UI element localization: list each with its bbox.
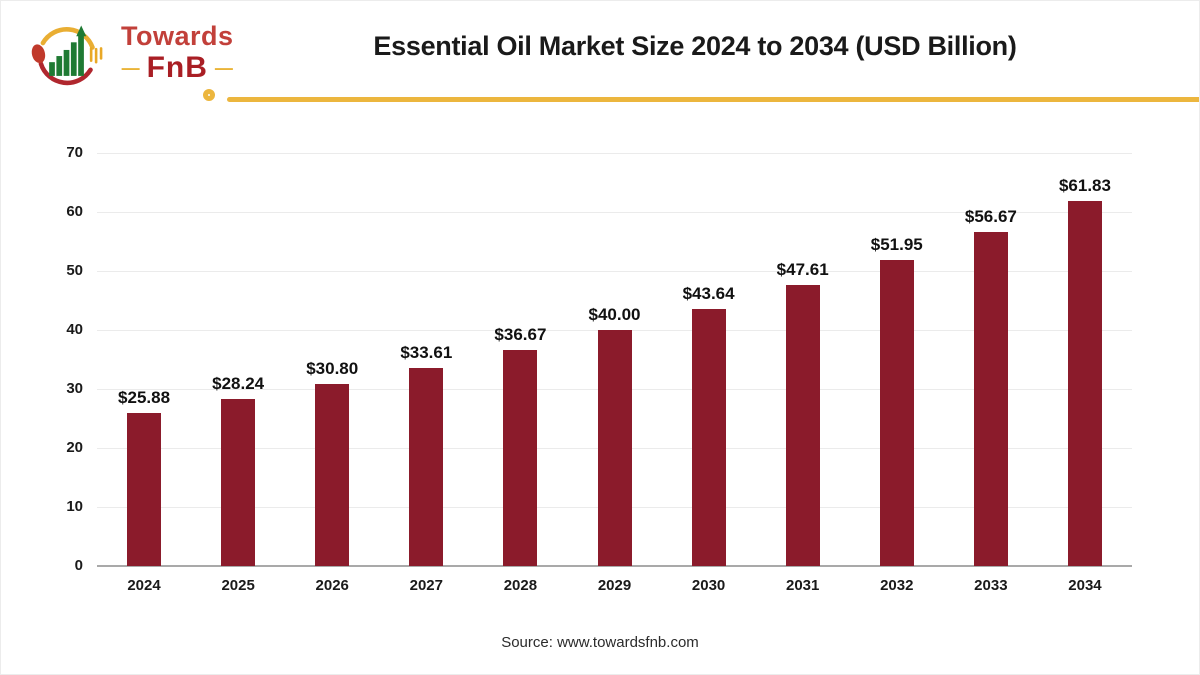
bar-2032 xyxy=(879,259,914,566)
y-axis-tick-label: 50 xyxy=(66,262,83,279)
x-axis-label: 2031 xyxy=(785,577,820,594)
bar-value-label: $61.83 xyxy=(1058,176,1111,196)
gridline xyxy=(97,271,1132,272)
y-axis-tick-label: 10 xyxy=(66,498,83,516)
divider-line xyxy=(203,88,1199,102)
x-axis-label: 2030 xyxy=(691,577,726,594)
y-axis-tick-label: 60 xyxy=(66,203,83,220)
source-text: Source: www.towardsfnb.com xyxy=(501,634,699,651)
bar-value-label: $56.67 xyxy=(964,206,1017,226)
x-axis-label: 2032 xyxy=(880,577,914,594)
bar-2031 xyxy=(785,285,820,566)
x-axis-line xyxy=(97,565,1132,567)
logo-fnb-text: FnB xyxy=(146,51,208,84)
bar-value-label: $43.64 xyxy=(682,283,735,303)
logo-towards-text: Towards xyxy=(121,21,234,51)
towardsfnb-logo: Towards — FnB — xyxy=(27,13,234,93)
x-axis-label: 2024 xyxy=(127,577,161,594)
y-axis-tick-label: 30 xyxy=(66,380,83,397)
x-axis-label: 2025 xyxy=(221,577,255,594)
bar-value-label: $40.00 xyxy=(588,305,641,325)
x-axis-label: 2027 xyxy=(409,577,443,594)
divider-ring-icon xyxy=(203,88,215,101)
y-axis-tick-label: 70 xyxy=(66,144,83,161)
y-axis-tick-label: 40 xyxy=(66,321,83,339)
bar-2030 xyxy=(691,308,726,566)
bar-value-label: $28.24 xyxy=(212,374,265,394)
chart-title: Essential Oil Market Size 2024 to 2034 (… xyxy=(373,31,1017,61)
bar-2029 xyxy=(597,330,632,566)
y-axis-tick-label: 20 xyxy=(66,439,83,457)
y-axis-tick-label: 0 xyxy=(74,557,83,574)
bar-2028 xyxy=(503,349,538,566)
bar-value-label: $25.88 xyxy=(118,388,171,408)
bar-value-label: $33.61 xyxy=(400,342,453,362)
logo-dash-left: — xyxy=(121,58,140,78)
bar-value-label: $30.80 xyxy=(306,359,359,379)
x-axis-label: 2028 xyxy=(503,577,538,594)
x-axis-label: 2034 xyxy=(1068,577,1102,594)
x-axis-label: 2026 xyxy=(315,577,349,594)
bar-2033 xyxy=(973,231,1008,566)
plot-area: 0 10 20 30 40 50 60 70 $25.88 2024 $28.24 2025 $30.8… xyxy=(66,144,1132,594)
bar-value-label: $47.61 xyxy=(776,260,829,280)
towardsfnb-logo-mark-icon xyxy=(31,25,103,86)
bar-2027 xyxy=(409,367,444,566)
logo-text: Towards — FnB — xyxy=(121,23,234,83)
gridline xyxy=(97,153,1132,154)
bar-value-label: $51.95 xyxy=(870,234,923,254)
x-axis-label: 2029 xyxy=(597,577,632,594)
logo-dash-right: — xyxy=(214,58,233,78)
bar-2025 xyxy=(221,399,256,566)
bar-2034 xyxy=(1067,201,1102,566)
x-axis-label: 2033 xyxy=(974,577,1008,594)
gridline xyxy=(97,212,1132,213)
bar-value-label: $36.67 xyxy=(494,324,547,344)
bar-2026 xyxy=(315,384,350,566)
bar-2024 xyxy=(127,413,162,566)
